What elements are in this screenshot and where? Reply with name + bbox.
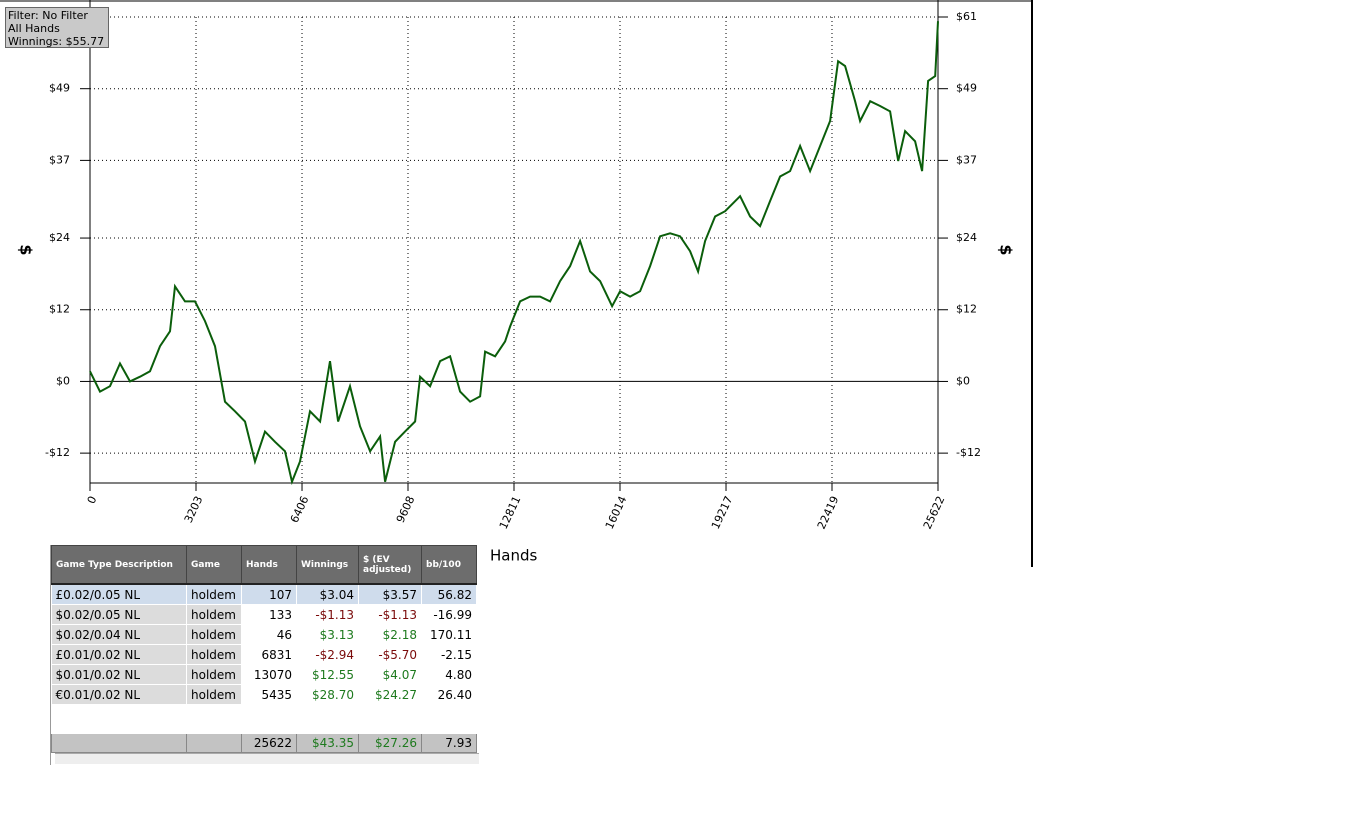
table-cell: £0.01/0.02 NL bbox=[51, 644, 187, 665]
spacer bbox=[51, 704, 477, 734]
table-row: $0.02/0.04 NL holdem 46 $3.13 $2.18 170.11 bbox=[51, 624, 477, 645]
table-cell: €0.01/0.02 NL bbox=[51, 684, 187, 705]
y-tick-label: -$12 bbox=[956, 446, 981, 459]
total-cell: $27.26 bbox=[358, 733, 422, 753]
table-cell: $24.27 bbox=[358, 684, 422, 705]
filter-text: All Hands bbox=[8, 22, 60, 35]
table-cell: 56.82 bbox=[421, 584, 477, 605]
filter-box: Filter: No Filter All Hands Winnings: $5… bbox=[5, 7, 109, 48]
filter-text: Filter: No Filter bbox=[8, 9, 88, 22]
y-tick-label: $0 bbox=[56, 374, 70, 387]
y-tick-label: $37 bbox=[49, 153, 70, 166]
table-cell: $0.01/0.02 NL bbox=[51, 664, 187, 685]
table-cell: -2.15 bbox=[421, 644, 477, 665]
column-header[interactable]: bb/100 bbox=[421, 545, 477, 585]
x-tick-label: 0 bbox=[85, 494, 100, 506]
table-cell bbox=[51, 733, 187, 753]
table-cell: -$5.70 bbox=[358, 644, 422, 665]
scrollbar[interactable] bbox=[55, 753, 479, 764]
total-cell: $43.35 bbox=[296, 733, 359, 753]
y-tick-label: $24 bbox=[49, 231, 70, 244]
y-tick-label: $61 bbox=[956, 10, 977, 23]
table-cell: 170.11 bbox=[421, 624, 477, 645]
table-cell: holdem bbox=[186, 604, 242, 625]
x-tick-label: 9608 bbox=[394, 494, 418, 525]
y-tick-label: $12 bbox=[956, 303, 977, 316]
table-cell: 107 bbox=[241, 584, 297, 605]
y-tick-label: -$12 bbox=[45, 446, 70, 459]
column-header[interactable]: Game Type Description bbox=[51, 545, 187, 585]
x-tick-label: 16014 bbox=[603, 494, 630, 531]
x-tick-label: 22419 bbox=[815, 494, 842, 531]
y-tick-label: $49 bbox=[49, 82, 70, 95]
x-tick-label: 25622 bbox=[921, 494, 948, 531]
y-tick-label: $24 bbox=[956, 231, 977, 244]
table-cell: $2.18 bbox=[358, 624, 422, 645]
total-cell: 25622 bbox=[241, 733, 297, 753]
column-header[interactable]: $ (EV adjusted) bbox=[358, 545, 422, 585]
table-cell: $3.04 bbox=[296, 584, 359, 605]
table-cell: 6831 bbox=[241, 644, 297, 665]
table-cell: 5435 bbox=[241, 684, 297, 705]
winnings-line bbox=[89, 21, 939, 486]
spacer-row bbox=[51, 704, 477, 734]
chart: $ $ Hands -$12 -$12 $0 $0 $12 $12 $24 $24 $37 $37… bbox=[0, 0, 1033, 567]
y-tick-label: $12 bbox=[49, 303, 70, 316]
column-header[interactable]: Hands bbox=[241, 545, 297, 585]
table-cell: -$1.13 bbox=[296, 604, 359, 625]
table-cell: -16.99 bbox=[421, 604, 477, 625]
table-cell: holdem bbox=[186, 684, 242, 705]
table-cell: holdem bbox=[186, 644, 242, 665]
table-cell: 4.80 bbox=[421, 664, 477, 685]
table-cell: $4.07 bbox=[358, 664, 422, 685]
table-row: €0.01/0.02 NL holdem 5435 $28.70 $24.27 26.40 bbox=[51, 684, 477, 705]
table-cell: holdem bbox=[186, 624, 242, 645]
x-tick-label: 6406 bbox=[288, 494, 312, 525]
x-tick-label: 12811 bbox=[497, 494, 524, 531]
table-cell: -$2.94 bbox=[296, 644, 359, 665]
table-cell: $3.57 bbox=[358, 584, 422, 605]
table: Game Type Description Game Hands Winnings $ … bbox=[51, 545, 477, 753]
table-row: £0.02/0.05 NL holdem 107 $3.04 $3.57 56.82 bbox=[51, 584, 477, 605]
table-cell: $0.02/0.05 NL bbox=[51, 604, 187, 625]
table-row: $0.02/0.05 NL holdem 133 -$1.13 -$1.13 -16.99 bbox=[51, 604, 477, 625]
y-axis-label: $ bbox=[17, 244, 36, 255]
table-cell: 26.40 bbox=[421, 684, 477, 705]
table-cell: 13070 bbox=[241, 664, 297, 685]
table-cell: holdem bbox=[186, 664, 242, 685]
table-cell: holdem bbox=[186, 584, 242, 605]
table-row: $0.01/0.02 NL holdem 13070 $12.55 $4.07 4.80 bbox=[51, 664, 477, 685]
table-cell: $3.13 bbox=[296, 624, 359, 645]
x-axis-label: Hands bbox=[490, 547, 537, 565]
table-cell: 46 bbox=[241, 624, 297, 645]
y-axis-label: $ bbox=[997, 244, 1016, 255]
column-header[interactable]: Game bbox=[186, 545, 242, 585]
total-cell: 7.93 bbox=[421, 733, 477, 753]
y-tick-label: $37 bbox=[956, 153, 977, 166]
table-cell bbox=[186, 733, 242, 753]
table-cell: £0.02/0.05 NL bbox=[51, 584, 187, 605]
table-cell: 133 bbox=[241, 604, 297, 625]
filter-text: Winnings: $55.77 bbox=[8, 35, 105, 48]
y-tick-label: $0 bbox=[956, 374, 970, 387]
table-cell: $0.02/0.04 NL bbox=[51, 624, 187, 645]
table-row: £0.01/0.02 NL holdem 6831 -$2.94 -$5.70 -2.15 bbox=[51, 644, 477, 665]
x-tick-label: 19217 bbox=[709, 494, 736, 531]
y-tick-label: $49 bbox=[956, 82, 977, 95]
stats-table: Game Type Description Game Hands Winnings $ … bbox=[50, 545, 479, 765]
table-cell: $28.70 bbox=[296, 684, 359, 705]
totals-row: 25622 $43.35 $27.26 7.93 bbox=[51, 733, 477, 753]
header-row: Game Type Description Game Hands Winnings $ … bbox=[51, 545, 477, 585]
table-cell: -$1.13 bbox=[358, 604, 422, 625]
table-cell: $12.55 bbox=[296, 664, 359, 685]
column-header[interactable]: Winnings bbox=[296, 545, 359, 585]
x-tick-label: 3203 bbox=[182, 494, 206, 525]
